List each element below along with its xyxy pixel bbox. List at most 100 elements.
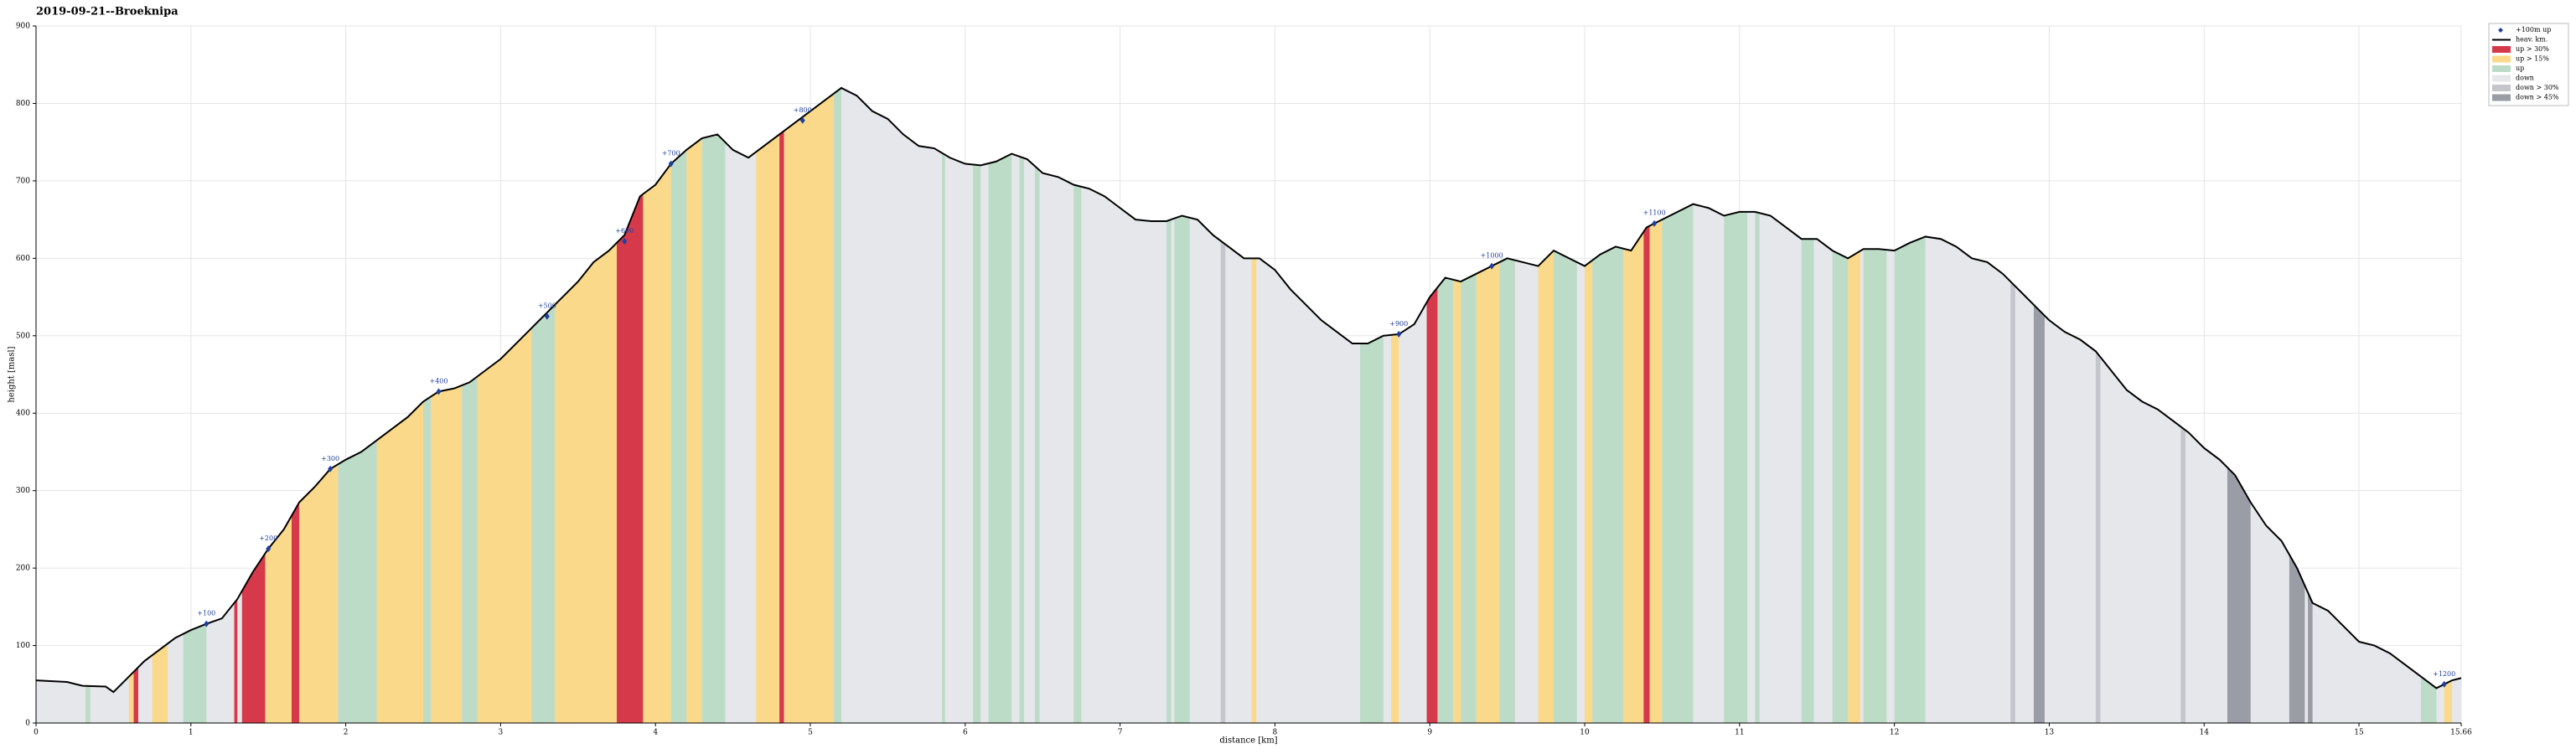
legend-swatch (2492, 46, 2511, 53)
x-axis-label: distance [km] (1219, 736, 1277, 746)
climb-marker (2441, 680, 2447, 688)
x-tick-label: 4 (653, 729, 658, 737)
y-axis-label: height [masl] (8, 346, 17, 402)
climb-label: +800 (794, 106, 812, 114)
climb-marker (622, 237, 628, 245)
slope-band (1499, 87, 1515, 723)
slope-band (1724, 87, 1748, 723)
legend-marker (2498, 28, 2503, 33)
slope-band (1476, 87, 1500, 723)
legend-label: heav. km. (2516, 36, 2548, 44)
slope-band (779, 87, 784, 723)
climb-label: +1100 (1643, 209, 1666, 217)
x-tick-label: 5 (808, 729, 813, 737)
legend-label: +100m up (2516, 26, 2551, 34)
climb-label: +300 (321, 455, 339, 462)
slope-band (784, 87, 834, 723)
climb-marker (1652, 219, 1658, 227)
legend-label: down > 45% (2516, 94, 2559, 101)
slope-band (1832, 87, 1849, 723)
slope-band (2420, 87, 2437, 723)
slope-band (1166, 87, 1172, 723)
x-tick-label: 12 (1890, 729, 1899, 737)
x-tick-label: 7 (1118, 729, 1123, 737)
slope-band (1452, 87, 1461, 723)
slope-band (423, 87, 432, 723)
slope-band (1592, 87, 1624, 723)
y-tick-label: 100 (16, 642, 30, 650)
y-tick-label: 400 (16, 410, 30, 418)
slope-band (477, 87, 532, 723)
legend-swatch (2492, 85, 2511, 91)
climb-label: +700 (662, 150, 680, 158)
climb-label: +200 (259, 535, 277, 542)
legend-label: up > 30% (2516, 45, 2549, 53)
legend-swatch (2492, 65, 2511, 72)
chart-title: 2019-09-21--Broeknipa (36, 6, 178, 18)
climb-label: +100 (197, 610, 215, 617)
slope-band (1437, 87, 1453, 723)
slope-band (1755, 87, 1760, 723)
slope-band (2308, 87, 2313, 723)
slope-band (1848, 87, 1860, 723)
slope-band (1538, 87, 1554, 723)
slope-band (2227, 87, 2251, 723)
x-tick-label: 14 (2200, 729, 2210, 737)
slope-band (338, 87, 377, 723)
slope-band (2010, 87, 2015, 723)
slope-band (128, 87, 134, 723)
climb-label: +600 (615, 227, 634, 235)
slope-band (2289, 87, 2305, 723)
slope-band (988, 87, 1012, 723)
x-tick-label: 3 (499, 729, 504, 737)
profile-line (35, 86, 2462, 694)
climb-marker (204, 620, 209, 627)
slope-band (756, 87, 780, 723)
slope-band (2033, 87, 2045, 723)
x-tick-label: 2 (344, 729, 349, 737)
y-tick-label: 500 (16, 332, 30, 340)
slope-band (1649, 87, 1663, 723)
slope-band (1073, 87, 1082, 723)
slope-band (1585, 87, 1593, 723)
slope-band (241, 87, 266, 723)
slope-band (1220, 87, 1226, 723)
slope-band (1461, 87, 1477, 723)
climb-label: +900 (1389, 320, 1408, 328)
slope-band (973, 87, 981, 723)
slope-band (1391, 87, 1399, 723)
x-tick-label: 10 (1580, 729, 1590, 737)
x-tick-label: 13 (2045, 729, 2055, 737)
slope-band (1662, 87, 1694, 723)
slope-band (643, 87, 671, 723)
climb-marker (436, 388, 442, 395)
slope-band (291, 87, 300, 723)
climb-label: +400 (429, 377, 447, 385)
x-tick-label: 15 (2354, 729, 2364, 737)
legend-swatch (2492, 75, 2511, 82)
climb-marker (328, 465, 334, 473)
y-tick-label: 600 (16, 255, 30, 263)
slope-band (1034, 87, 1040, 723)
climb-marker (266, 545, 272, 552)
slope-band (1623, 87, 1644, 723)
x-tick-label: 0 (34, 729, 39, 737)
slope-band (2095, 87, 2101, 723)
slope-band (686, 87, 702, 723)
slope-band (299, 87, 339, 723)
slope-band (1019, 87, 1025, 723)
slope-band (152, 87, 168, 723)
legend-label: down (2516, 75, 2534, 82)
slope-band (1894, 87, 1926, 723)
slope-band (1554, 87, 1577, 723)
slope-band (431, 87, 463, 723)
slope-band (1174, 87, 1190, 723)
legend-label: up > 15% (2516, 55, 2549, 63)
climb-label: +500 (538, 302, 556, 310)
slope-band (1360, 87, 1384, 723)
legend-label: up (2516, 65, 2524, 72)
slope-band (2180, 87, 2186, 723)
slope-band (85, 87, 91, 723)
slope-band (1251, 87, 1257, 723)
